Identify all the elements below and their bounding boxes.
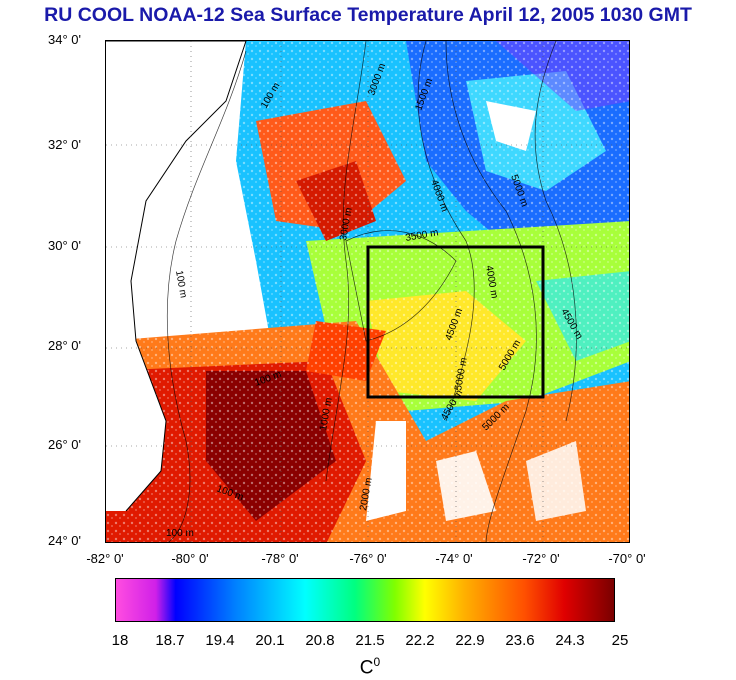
- colorbar-tick-label: 23.6: [505, 632, 535, 649]
- colorbar-tick-label: 25: [611, 632, 629, 649]
- lat-label: 26° 0': [48, 437, 81, 452]
- lon-label: -74° 0': [435, 551, 473, 566]
- colorbar-tick-label: 20.1: [255, 632, 285, 649]
- unit-superscript: 0: [373, 655, 381, 669]
- lat-label: 34° 0': [48, 32, 81, 47]
- colorbar-tick-label: 24.3: [555, 632, 585, 649]
- colorbar-tick-label: 19.4: [205, 632, 235, 649]
- lon-label: -80° 0': [171, 551, 209, 566]
- temperature-colorbar: [115, 578, 615, 622]
- lat-label: 30° 0': [48, 238, 81, 253]
- study-area-box: [366, 245, 545, 399]
- lon-label: -70° 0': [608, 551, 646, 566]
- unit-text: C: [359, 657, 374, 679]
- colorbar-tick-label: 22.9: [455, 632, 485, 649]
- lon-label: -78° 0': [261, 551, 299, 566]
- colorbar-tick-label: 18.7: [155, 632, 185, 649]
- colorbar-tick-label: 21.5: [355, 632, 385, 649]
- colorbar-tick-label: 18: [111, 632, 129, 649]
- land-mask: [106, 41, 246, 511]
- sst-map: 100 m 3000 m 4000 m 5000 m 1500 m 4500 m 5000 …: [105, 40, 630, 543]
- colorbar-tick-label: 22.2: [405, 632, 435, 649]
- unit-label: C0: [340, 655, 400, 679]
- lon-label: -72° 0': [522, 551, 560, 566]
- lat-label: 28° 0': [48, 338, 81, 353]
- map-title: RU COOL NOAA-12 Sea Surface Temperature …: [44, 4, 692, 26]
- coastline: [106, 41, 247, 512]
- lat-label: 32° 0': [48, 137, 81, 152]
- lon-label: -76° 0': [349, 551, 387, 566]
- lat-label: 24° 0': [48, 533, 81, 548]
- bathymetry-contours: [166, 41, 577, 542]
- contour-depth-label: 100 m: [173, 270, 189, 299]
- lon-label: -82° 0': [86, 551, 124, 566]
- colorbar-tick-label: 20.8: [305, 632, 335, 649]
- contour-depth-label: 100 m: [166, 528, 194, 539]
